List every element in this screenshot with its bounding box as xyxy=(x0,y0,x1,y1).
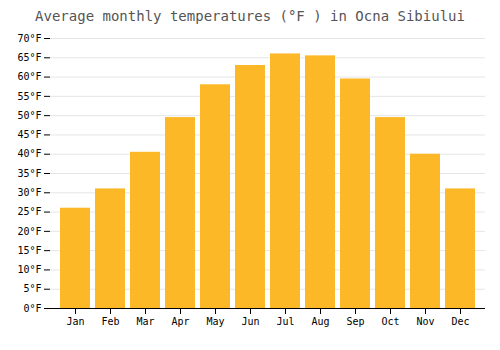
svg-text:15°F: 15°F xyxy=(17,245,41,256)
svg-text:Jun: Jun xyxy=(241,316,259,327)
svg-text:35°F: 35°F xyxy=(17,168,41,179)
svg-text:5°F: 5°F xyxy=(23,283,41,294)
svg-text:20°F: 20°F xyxy=(17,226,41,237)
svg-text:10°F: 10°F xyxy=(17,264,41,275)
html-text:Average monthly temperatures (: Average monthly temperatures (°F ) in Oc… xyxy=(35,8,465,24)
svg-text:55°F: 55°F xyxy=(17,91,41,102)
svg-text:65°F: 65°F xyxy=(17,52,41,63)
svg-text:25°F: 25°F xyxy=(17,206,41,217)
svg-text:60°F: 60°F xyxy=(17,71,41,82)
svg-text:Oct: Oct xyxy=(381,316,399,327)
svg-text:30°F: 30°F xyxy=(17,187,41,198)
svg-text:May: May xyxy=(206,316,224,327)
svg-text:Nov: Nov xyxy=(416,316,434,327)
svg-text:Mar: Mar xyxy=(136,316,154,327)
svg-text:0°F: 0°F xyxy=(23,303,41,314)
svg-text:50°F: 50°F xyxy=(17,110,41,121)
svg-text:Apr: Apr xyxy=(171,316,189,327)
svg-text:Sep: Sep xyxy=(346,316,364,327)
svg-text:Aug: Aug xyxy=(311,316,329,327)
svg-text:Jan: Jan xyxy=(66,316,84,327)
svg-text:Feb: Feb xyxy=(101,316,119,327)
svg-text:70°F: 70°F xyxy=(17,33,41,44)
svg-text:40°F: 40°F xyxy=(17,148,41,159)
svg-text:45°F: 45°F xyxy=(17,129,41,140)
svg-text:Dec: Dec xyxy=(451,316,469,327)
svg-text:Jul: Jul xyxy=(276,316,294,327)
